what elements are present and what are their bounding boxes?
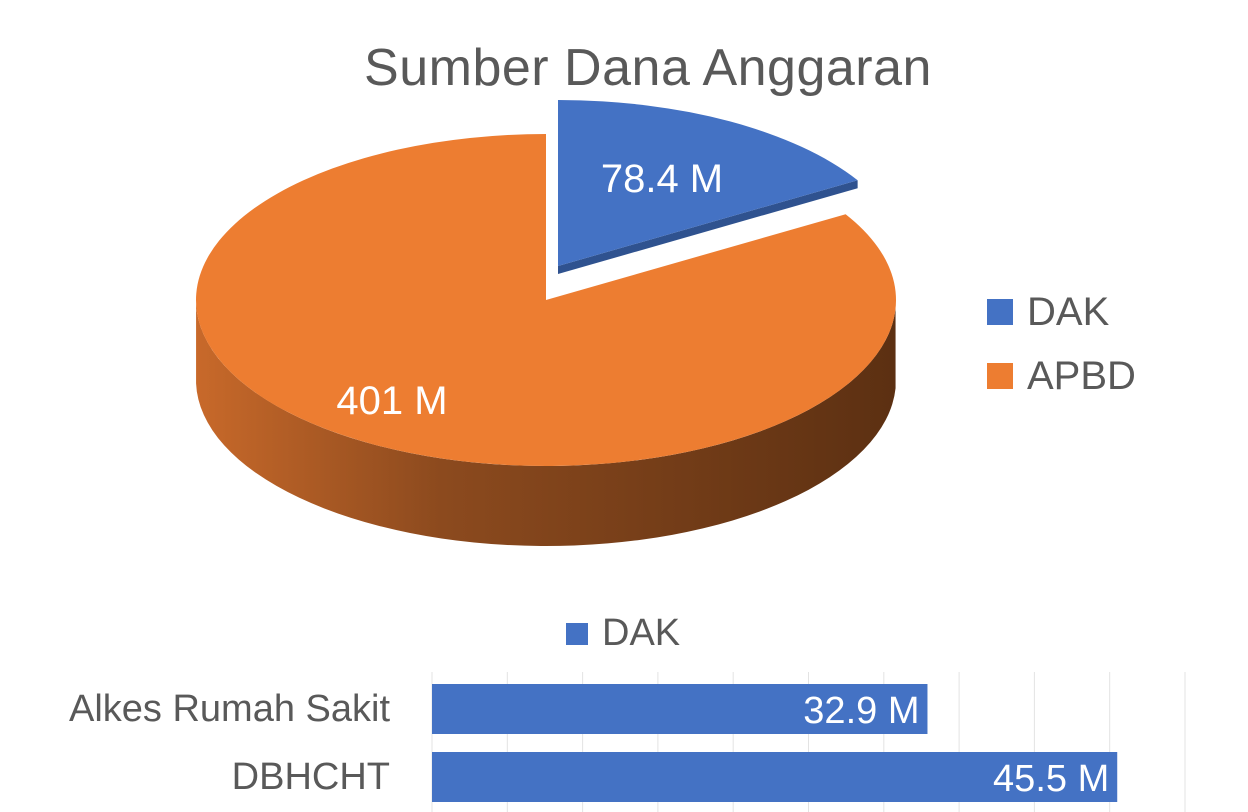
legend-item-dak: DAK (987, 280, 1136, 344)
legend-label-apbd: APBD (1027, 353, 1136, 398)
bar-alkes-rumah-sakit (432, 684, 928, 734)
pie-label-dak: 78.4 M (601, 157, 723, 201)
pie-slice-dak-edge (558, 180, 858, 274)
legend-item-apbd: APBD (987, 344, 1136, 408)
pie-legend: DAK APBD (987, 280, 1136, 408)
bar-dbhcht (432, 752, 1118, 802)
pie-label-apbd: 401 M (336, 379, 447, 423)
bar-category-label: DBHCHT (232, 756, 390, 798)
bar-data-label: 45.5 M (993, 758, 1109, 800)
pie-side-apbd (196, 303, 896, 546)
legend-swatch-dak (987, 299, 1013, 325)
bar-legend-swatch (566, 622, 588, 645)
chart-title: Sumber Dana Anggaran (364, 39, 932, 97)
legend-swatch-apbd (987, 363, 1013, 389)
bar-legend: DAK (566, 612, 680, 655)
legend-label-dak: DAK (1027, 289, 1110, 334)
pie-slice-dak (558, 100, 858, 266)
bar-category-label: Alkes Rumah Sakit (69, 688, 390, 730)
bar-data-label: 32.9 M (803, 690, 919, 732)
pie-slice-apbd (195, 134, 897, 467)
bar-legend-label: DAK (602, 612, 681, 654)
